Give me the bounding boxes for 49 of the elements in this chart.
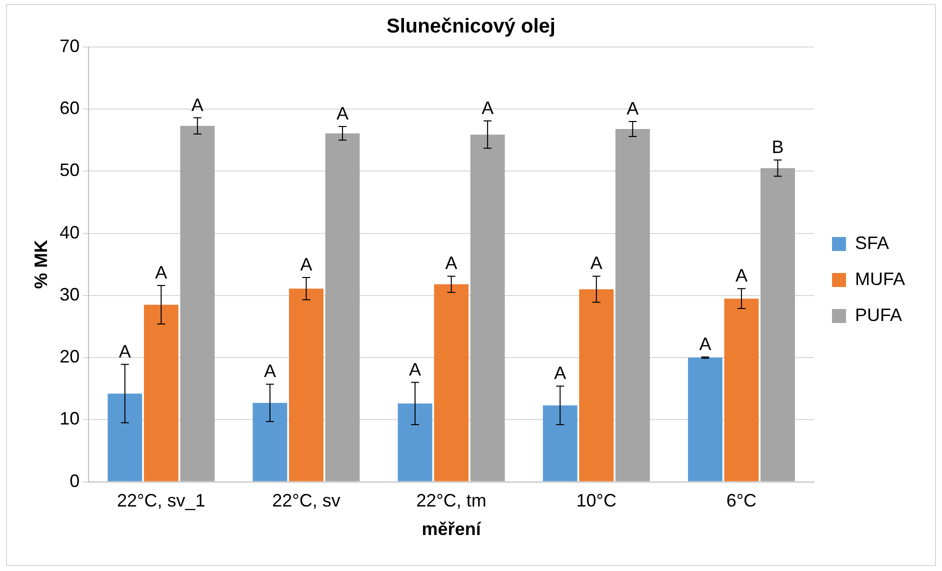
chart-title: Slunečnicový olej (386, 16, 556, 38)
bar (615, 128, 650, 482)
bar (398, 404, 432, 482)
legend-label: MUFA (855, 268, 906, 289)
x-tick-label: 22°C, sv (272, 490, 340, 511)
data-label: A (300, 254, 312, 274)
bar (579, 289, 614, 482)
y-axis-title: % MK (30, 240, 51, 289)
x-tick-label: 6°C (726, 490, 757, 511)
data-label: A (554, 363, 566, 384)
bar (252, 402, 288, 482)
bar (144, 304, 178, 482)
x-tick-label: 10°C (576, 490, 616, 511)
y-tick-label: 20 (60, 346, 80, 367)
y-tick-label: 50 (60, 160, 80, 180)
bar (325, 133, 360, 482)
legend-label: PUFA (855, 304, 902, 325)
bar (724, 298, 759, 482)
y-tick-label: 0 (70, 470, 80, 491)
y-tick-label: 40 (60, 222, 80, 242)
data-label: A (445, 253, 458, 274)
bar (180, 126, 215, 482)
data-label: A (590, 253, 602, 274)
data-label: A (264, 361, 276, 382)
y-tick-label: 30 (60, 284, 80, 304)
x-axis-title: měření (422, 519, 482, 540)
bar (289, 288, 324, 482)
data-label: A (155, 262, 168, 282)
data-label: A (626, 98, 639, 119)
data-label: B (772, 137, 784, 158)
bar (688, 358, 722, 482)
data-label: A (409, 359, 422, 380)
bar (108, 394, 142, 482)
data-label: A (735, 266, 748, 286)
data-label: A (482, 98, 494, 118)
bar (470, 134, 505, 482)
y-tick-label: 10 (60, 408, 80, 429)
x-tick-label: 22°C, tm (416, 490, 486, 511)
data-label: A (191, 94, 204, 115)
legend-label: SFA (855, 232, 890, 253)
x-tick-label: 22°C, sv_1 (117, 490, 206, 511)
data-label: A (336, 103, 349, 124)
bar (434, 284, 469, 482)
y-tick-label: 70 (60, 36, 80, 56)
bar (760, 168, 795, 482)
data-label: A (118, 341, 131, 362)
y-tick-label: 60 (60, 98, 80, 118)
data-label: A (699, 334, 712, 354)
bar (542, 405, 578, 482)
